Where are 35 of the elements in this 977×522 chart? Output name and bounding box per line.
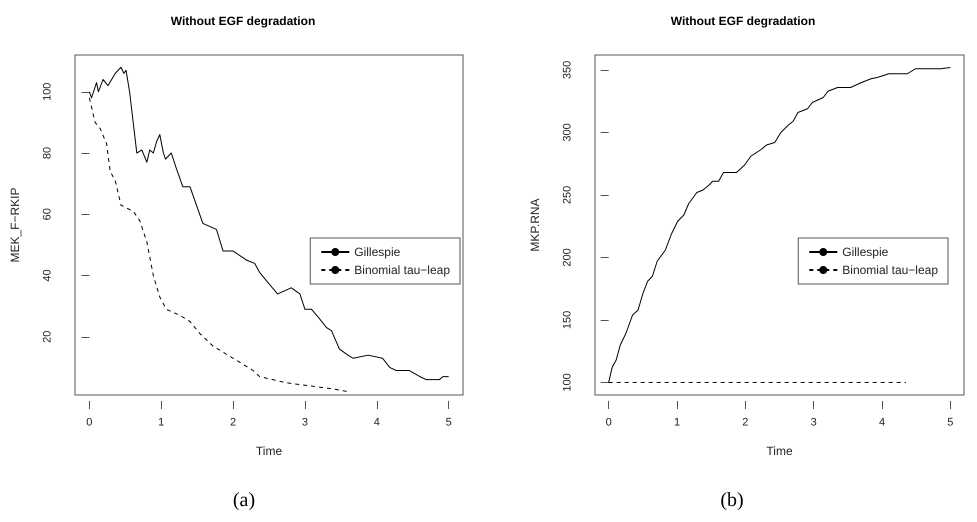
legend-label: Gillespie	[842, 245, 889, 259]
y-axis-title: MEK_F−RKIP	[8, 187, 22, 263]
x-tick-label: 3	[810, 416, 817, 428]
x-tick-label: 0	[606, 416, 612, 428]
x-tick-label: 5	[947, 416, 954, 428]
x-axis-title: Time	[256, 444, 282, 458]
legend-label: Binomial tau−leap	[842, 263, 938, 277]
y-tick-label: 300	[562, 123, 574, 142]
y-axis-title: MKP.RNA	[528, 198, 542, 252]
x-tick-label: 0	[86, 416, 92, 428]
y-tick-label: 250	[562, 186, 574, 204]
legend-label: Gillespie	[354, 245, 401, 259]
y-tick-label: 150	[562, 310, 574, 330]
x-tick-label: 4	[878, 416, 886, 428]
text: (b)	[720, 489, 744, 511]
chart-title: Without EGF degradation	[170, 14, 316, 28]
x-tick-label: 1	[158, 416, 164, 428]
chart-title: Without EGF degradation	[670, 14, 816, 28]
y-tick-label: 200	[562, 248, 574, 267]
x-axis-title: Time	[766, 444, 793, 458]
x-tick-label: 1	[674, 416, 680, 428]
text: (a)	[232, 489, 256, 511]
x-tick-label: 2	[742, 416, 748, 428]
y-tick-label: 40	[42, 269, 54, 282]
y-tick-label: 20	[42, 330, 54, 343]
y-tick-label: 100	[42, 82, 54, 101]
y-tick-label: 100	[562, 373, 574, 392]
x-tick-label: 4	[374, 416, 380, 428]
y-tick-label: 350	[562, 60, 574, 80]
y-tick-label: 60	[42, 208, 54, 220]
x-tick-label: 3	[302, 416, 308, 428]
y-tick-label: 80	[42, 146, 54, 160]
x-tick-label: 2	[230, 416, 236, 428]
x-tick-label: 5	[446, 416, 452, 428]
legend-label: Binomial tau−leap	[354, 263, 450, 277]
